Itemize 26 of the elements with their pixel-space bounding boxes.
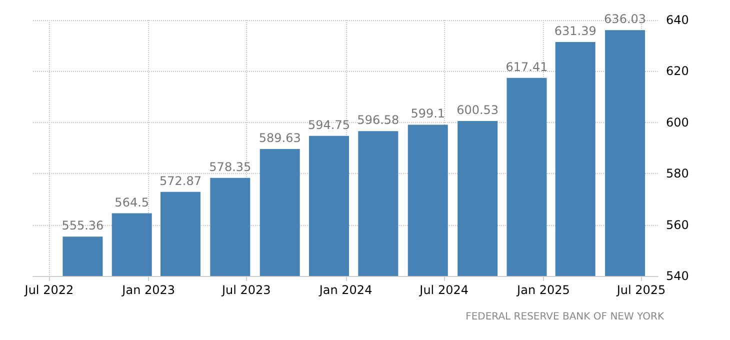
data-label: 599.1 (410, 106, 446, 121)
data-label: 572.87 (159, 174, 202, 188)
data-label: 564.5 (114, 195, 150, 210)
text: FEDERAL RESERVE BANK OF NEW YORK (466, 312, 664, 322)
y-tick-label: 560 (666, 218, 689, 232)
data-label: 617.41 (506, 60, 548, 74)
data-label: 594.75 (308, 118, 350, 132)
y-tick-label: 540 (666, 269, 689, 283)
data-label: 578.35 (209, 160, 252, 174)
y-tick-label: 640 (666, 13, 689, 27)
data-label: 589.63 (258, 130, 301, 145)
y-tick-label: 580 (666, 166, 689, 181)
y-tick-label: 600 (666, 115, 689, 130)
x-tick-label: Jul 2023 (220, 283, 271, 297)
data-label: 596.58 (357, 113, 400, 128)
x-tick-label: Jul 2024 (418, 283, 469, 297)
x-tick-label: Jan 2023 (121, 283, 176, 297)
data-label: 600.53 (456, 103, 499, 118)
x-tick-label: Jul 2022 (24, 283, 74, 297)
x-tick-label: Jul 2025 (616, 283, 666, 297)
data-label: 631.39 (554, 24, 596, 38)
x-tick-label: Jan 2025 (516, 283, 570, 297)
data-label: 636.03 (604, 12, 646, 26)
x-tick-label: Jan 2024 (318, 283, 372, 297)
y-tick-label: 620 (666, 64, 689, 78)
data-label: 555.36 (62, 218, 104, 233)
